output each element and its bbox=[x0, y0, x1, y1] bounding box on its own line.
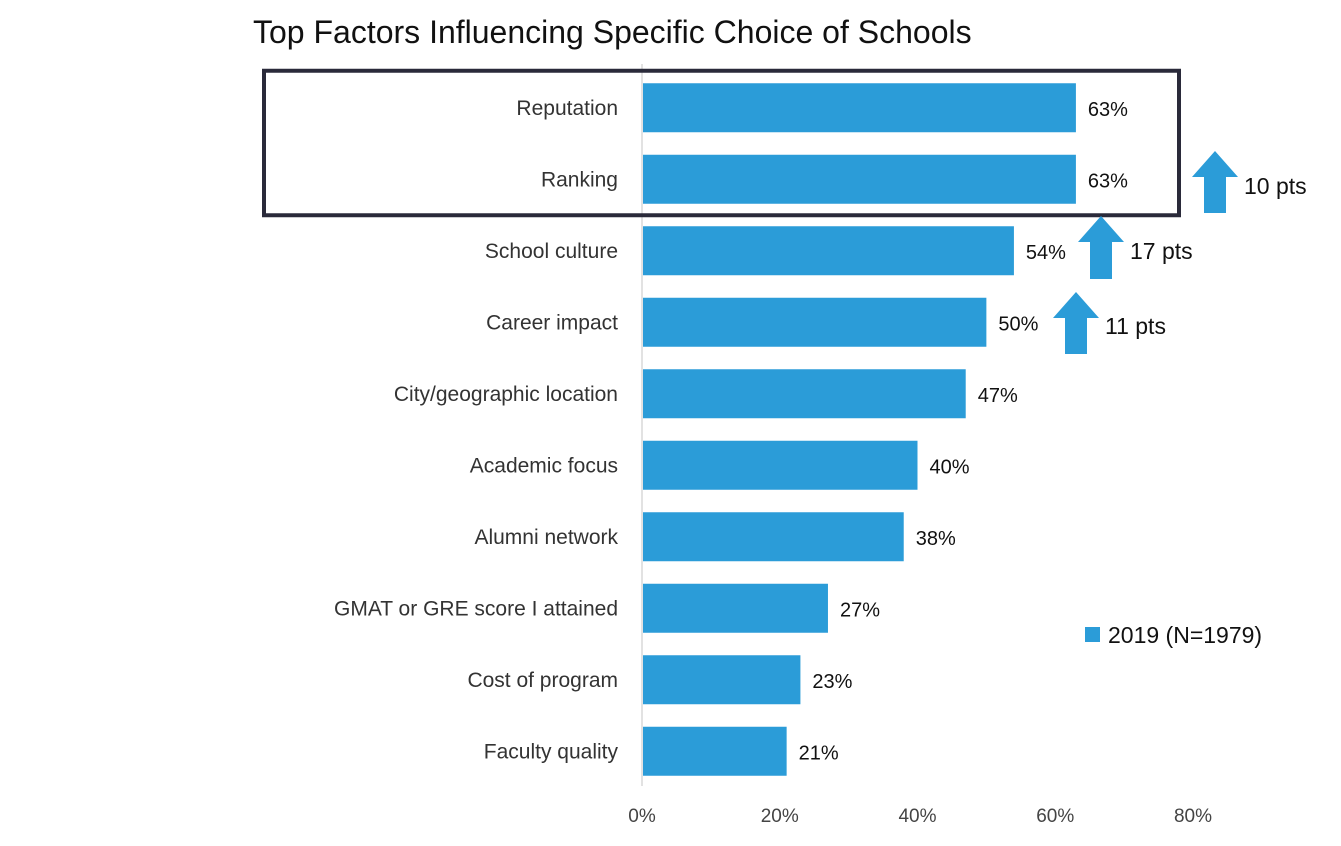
category-label: Career impact bbox=[486, 311, 618, 334]
value-label: 47% bbox=[978, 385, 1018, 407]
annotation-label: 11 pts bbox=[1105, 313, 1166, 339]
legend-swatch bbox=[1085, 627, 1100, 642]
bar bbox=[643, 440, 918, 490]
value-label: 63% bbox=[1088, 99, 1128, 121]
bar bbox=[643, 726, 787, 776]
bar bbox=[643, 512, 904, 562]
category-label: Reputation bbox=[516, 97, 618, 120]
value-label: 40% bbox=[930, 456, 970, 478]
bar bbox=[643, 369, 966, 419]
bar bbox=[643, 583, 828, 633]
value-label: 27% bbox=[840, 599, 880, 621]
category-label: GMAT or GRE score I attained bbox=[334, 597, 618, 620]
category-label: Alumni network bbox=[474, 526, 618, 549]
up-arrow-icon bbox=[1192, 151, 1238, 213]
value-label: 38% bbox=[916, 528, 956, 550]
value-label: 63% bbox=[1088, 170, 1128, 192]
category-label: Faculty quality bbox=[484, 740, 619, 763]
annotation-label: 10 pts bbox=[1244, 173, 1307, 199]
x-tick-label: 20% bbox=[761, 806, 799, 827]
value-label: 21% bbox=[799, 742, 839, 764]
value-label: 50% bbox=[998, 313, 1038, 335]
up-arrow-icon bbox=[1053, 292, 1099, 354]
category-label: Ranking bbox=[541, 168, 618, 191]
bar bbox=[643, 297, 987, 347]
category-label: School culture bbox=[485, 240, 618, 263]
bar bbox=[643, 83, 1076, 133]
chart-title: Top Factors Influencing Specific Choice … bbox=[253, 14, 972, 50]
value-label: 23% bbox=[812, 671, 852, 693]
x-tick-label: 80% bbox=[1174, 806, 1212, 827]
category-label: Cost of program bbox=[467, 669, 618, 692]
bar bbox=[643, 154, 1076, 204]
x-tick-label: 0% bbox=[628, 806, 656, 827]
x-tick-label: 40% bbox=[898, 806, 936, 827]
value-label: 54% bbox=[1026, 242, 1066, 264]
bar bbox=[643, 655, 801, 705]
up-arrow-icon bbox=[1078, 216, 1124, 279]
legend-label: 2019 (N=1979) bbox=[1108, 622, 1262, 648]
annotation-label: 17 pts bbox=[1130, 238, 1193, 264]
x-tick-label: 60% bbox=[1036, 806, 1074, 827]
category-label: Academic focus bbox=[470, 454, 618, 477]
bar bbox=[643, 226, 1014, 276]
highlight-box bbox=[262, 68, 1181, 218]
category-label: City/geographic location bbox=[394, 383, 618, 406]
